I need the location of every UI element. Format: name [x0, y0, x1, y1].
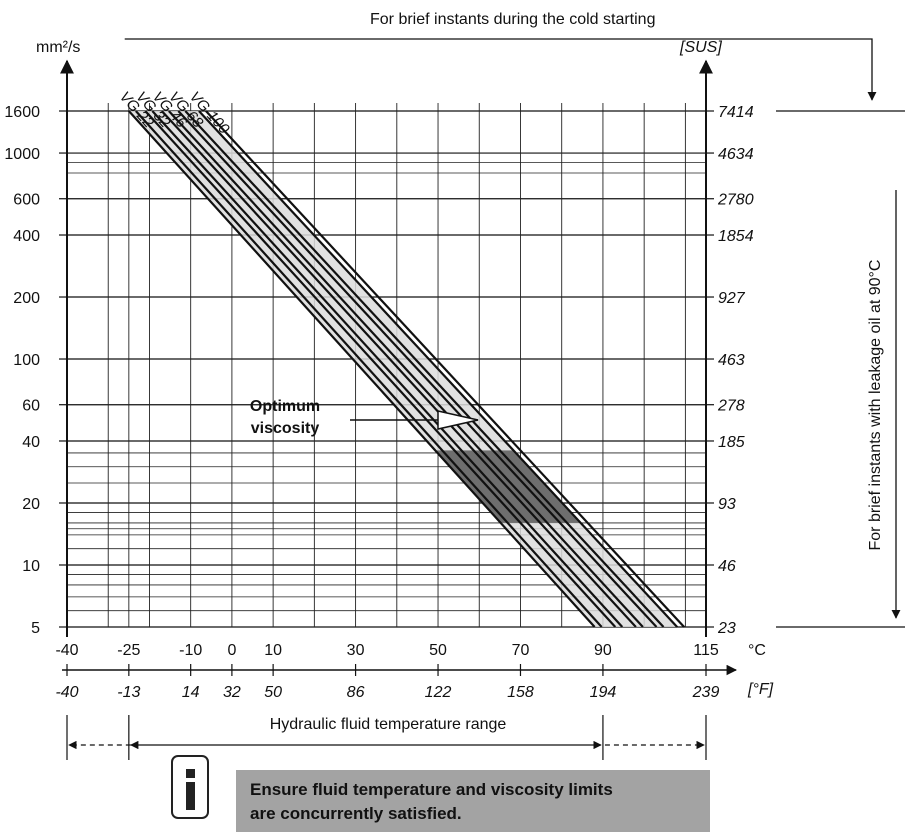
x-tick-label-f: 158 — [507, 684, 534, 701]
y-tick-label: 100 — [13, 352, 40, 369]
y-tick-label: 40 — [22, 434, 40, 451]
series-line-4-edge — [205, 110, 685, 628]
viscosity-band — [145, 111, 636, 627]
x-axis-label-secondary: [°F] — [747, 681, 774, 698]
cold-start-arrow — [124, 38, 877, 101]
x-tick-label-f: 86 — [347, 684, 365, 701]
viscosity-band — [178, 111, 678, 627]
x-tick-label: 70 — [512, 642, 530, 659]
x-tick-label: 30 — [347, 642, 365, 659]
y-tick-label-right: 927 — [718, 290, 746, 307]
series-line-0 — [128, 110, 596, 628]
y-tick-label-right: 23 — [717, 620, 736, 637]
x-tick-label: 115 — [693, 642, 719, 659]
viscosity-band — [161, 111, 657, 627]
y-tick-label-right: 185 — [718, 434, 745, 451]
series-line-3-edge — [184, 110, 665, 628]
x-tick-label: -10 — [179, 642, 202, 659]
series-line-2-edge — [168, 110, 644, 628]
x-tick-label-f: 32 — [223, 684, 241, 701]
x-tick-label-f: 50 — [264, 684, 282, 701]
leakage-note: For brief instants with leakage oil at 9… — [867, 260, 884, 551]
x-tick-label: -25 — [117, 642, 140, 659]
x-axis-label: °C — [748, 642, 766, 659]
x-tick-label-f: -13 — [117, 684, 140, 701]
optimum-label-line-1: Optimum — [250, 398, 320, 415]
y-tick-label: 20 — [22, 496, 40, 513]
y-tick-label: 60 — [22, 398, 40, 415]
x-tick-label: 50 — [429, 642, 447, 659]
y-tick-label-right: 4634 — [718, 146, 754, 163]
series-line-2 — [161, 110, 637, 628]
x-tick-label: -40 — [55, 642, 78, 659]
range-label: Hydraulic fluid temperature range — [270, 716, 507, 733]
y-tick-label: 10 — [22, 558, 40, 575]
y-tick-label: 200 — [13, 290, 40, 307]
viscosity-band — [128, 111, 616, 627]
series-line-4 — [198, 110, 678, 628]
y-tick-label-right: 1854 — [718, 228, 754, 245]
y-tick-label: 400 — [13, 228, 40, 245]
x-tick-label-f: 239 — [692, 684, 720, 701]
y-tick-label-right: 463 — [718, 352, 745, 369]
note-line-2: are concurrently satisfied. — [250, 804, 462, 823]
y-tick-label-right: 2780 — [717, 192, 754, 209]
series-line-1 — [144, 110, 617, 628]
x-tick-label-f: 194 — [590, 684, 617, 701]
y-tick-label: 5 — [31, 620, 40, 637]
y-tick-label-right: 93 — [718, 496, 736, 513]
optimum-label-line-2: viscosity — [251, 420, 320, 437]
y-tick-label-right: 278 — [717, 398, 745, 415]
y-tick-label: 1000 — [4, 146, 40, 163]
cold-start-note: For brief instants during the cold start… — [370, 11, 655, 28]
y-axis-label: mm²/s — [36, 39, 80, 56]
series-line-3 — [177, 110, 658, 628]
y-tick-label-right: 46 — [718, 558, 736, 575]
note-line-1: Ensure fluid temperature and viscosity l… — [250, 780, 613, 799]
y-tick-label: 600 — [13, 192, 40, 209]
optimum-arrow-head — [437, 410, 479, 430]
x-tick-label-f: -40 — [55, 684, 78, 701]
y-axis-label-right: [SUS] — [679, 39, 722, 56]
series-line-1-edge — [151, 110, 624, 628]
x-tick-label-f: 122 — [425, 684, 452, 701]
note-box: Ensure fluid temperature and viscosity l… — [236, 770, 710, 832]
y-tick-label-right: 7414 — [718, 104, 754, 121]
x-tick-label: 90 — [594, 642, 612, 659]
x-tick-label: 10 — [264, 642, 282, 659]
x-tick-label-f: 14 — [182, 684, 200, 701]
y-tick-label: 1600 — [4, 104, 40, 121]
x-tick-label: 0 — [227, 642, 236, 659]
info-icon — [171, 755, 209, 819]
series-line-0-edge — [135, 110, 603, 628]
